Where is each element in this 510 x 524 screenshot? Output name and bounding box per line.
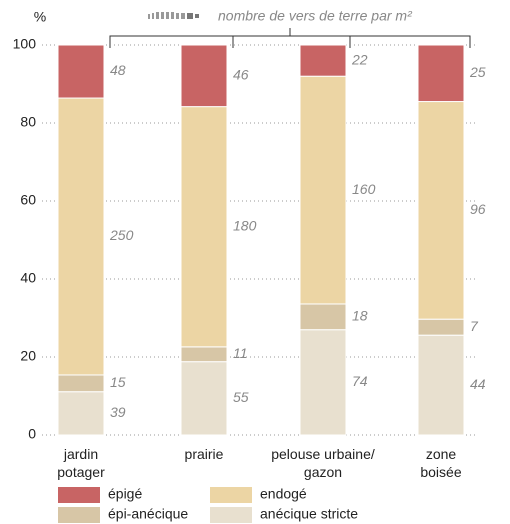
count-label: 18 xyxy=(352,308,368,324)
legend-label: épi-anécique xyxy=(108,506,188,522)
x-tick-line: gazon xyxy=(304,464,342,480)
bar-segment xyxy=(299,303,347,331)
count-label: 46 xyxy=(233,67,249,83)
bar-segment xyxy=(417,334,465,436)
count-label: 22 xyxy=(351,51,368,67)
bar-segment xyxy=(180,106,228,348)
x-tick-line: prairie xyxy=(185,446,224,462)
bar-segment xyxy=(57,44,105,99)
bracket xyxy=(109,28,471,48)
y-tick-label: 0 xyxy=(28,426,36,442)
bar-segment xyxy=(417,101,465,320)
bar-segment xyxy=(57,391,105,436)
count-label: 39 xyxy=(110,404,126,420)
legend-label: épigé xyxy=(108,486,142,502)
bar-segment xyxy=(57,97,105,376)
bar-segment xyxy=(180,346,228,363)
legend-swatch xyxy=(58,487,100,503)
x-tick-line: potager xyxy=(57,464,105,480)
x-tick-line: pelouse urbaine/ xyxy=(271,446,375,462)
count-label: 96 xyxy=(470,201,486,217)
bar-segment xyxy=(299,44,347,77)
y-tick-label: 20 xyxy=(20,348,36,364)
bar-segment xyxy=(417,318,465,336)
count-label: 7 xyxy=(470,318,479,334)
legend-swatch xyxy=(58,507,100,523)
bar-segment xyxy=(299,329,347,436)
count-label: 11 xyxy=(233,345,248,361)
x-tick-label: zone boisée xyxy=(420,446,461,480)
count-label: 44 xyxy=(470,376,486,392)
annotation: nombre de vers de terre par m² xyxy=(218,8,413,24)
count-label: 74 xyxy=(352,373,368,389)
y-tick-label: 100 xyxy=(13,36,37,52)
count-label: 160 xyxy=(352,181,376,197)
count-label: 55 xyxy=(233,389,249,405)
y-unit: % xyxy=(34,9,46,25)
x-tick-label: pelouse urbaine/gazon xyxy=(271,446,375,480)
x-tick-label: prairie xyxy=(185,446,224,462)
count-label: 48 xyxy=(110,62,126,78)
y-tick-label: 40 xyxy=(20,270,36,286)
bar-segment xyxy=(57,374,105,393)
worm-icon xyxy=(148,12,199,19)
y-tick-label: 80 xyxy=(20,114,36,130)
x-tick-line: boisée xyxy=(420,464,461,480)
count-label: 180 xyxy=(233,217,257,233)
count-label: 15 xyxy=(110,374,126,390)
legend-label: endogé xyxy=(260,486,307,502)
bar-segment xyxy=(299,75,347,305)
legend-swatch xyxy=(210,487,252,503)
legend-swatch xyxy=(210,507,252,523)
x-tick-line: zone xyxy=(426,446,457,462)
bar-segment xyxy=(180,44,228,108)
bar-segment xyxy=(180,361,228,436)
x-tick-label: jardin potager xyxy=(57,446,105,480)
y-tick-label: 60 xyxy=(20,192,36,208)
bar-segment xyxy=(417,44,465,103)
count-label: 25 xyxy=(469,64,486,80)
count-label: 250 xyxy=(109,227,134,243)
legend-label: anécique stricte xyxy=(260,506,358,522)
x-tick-line: jardin xyxy=(63,446,98,462)
